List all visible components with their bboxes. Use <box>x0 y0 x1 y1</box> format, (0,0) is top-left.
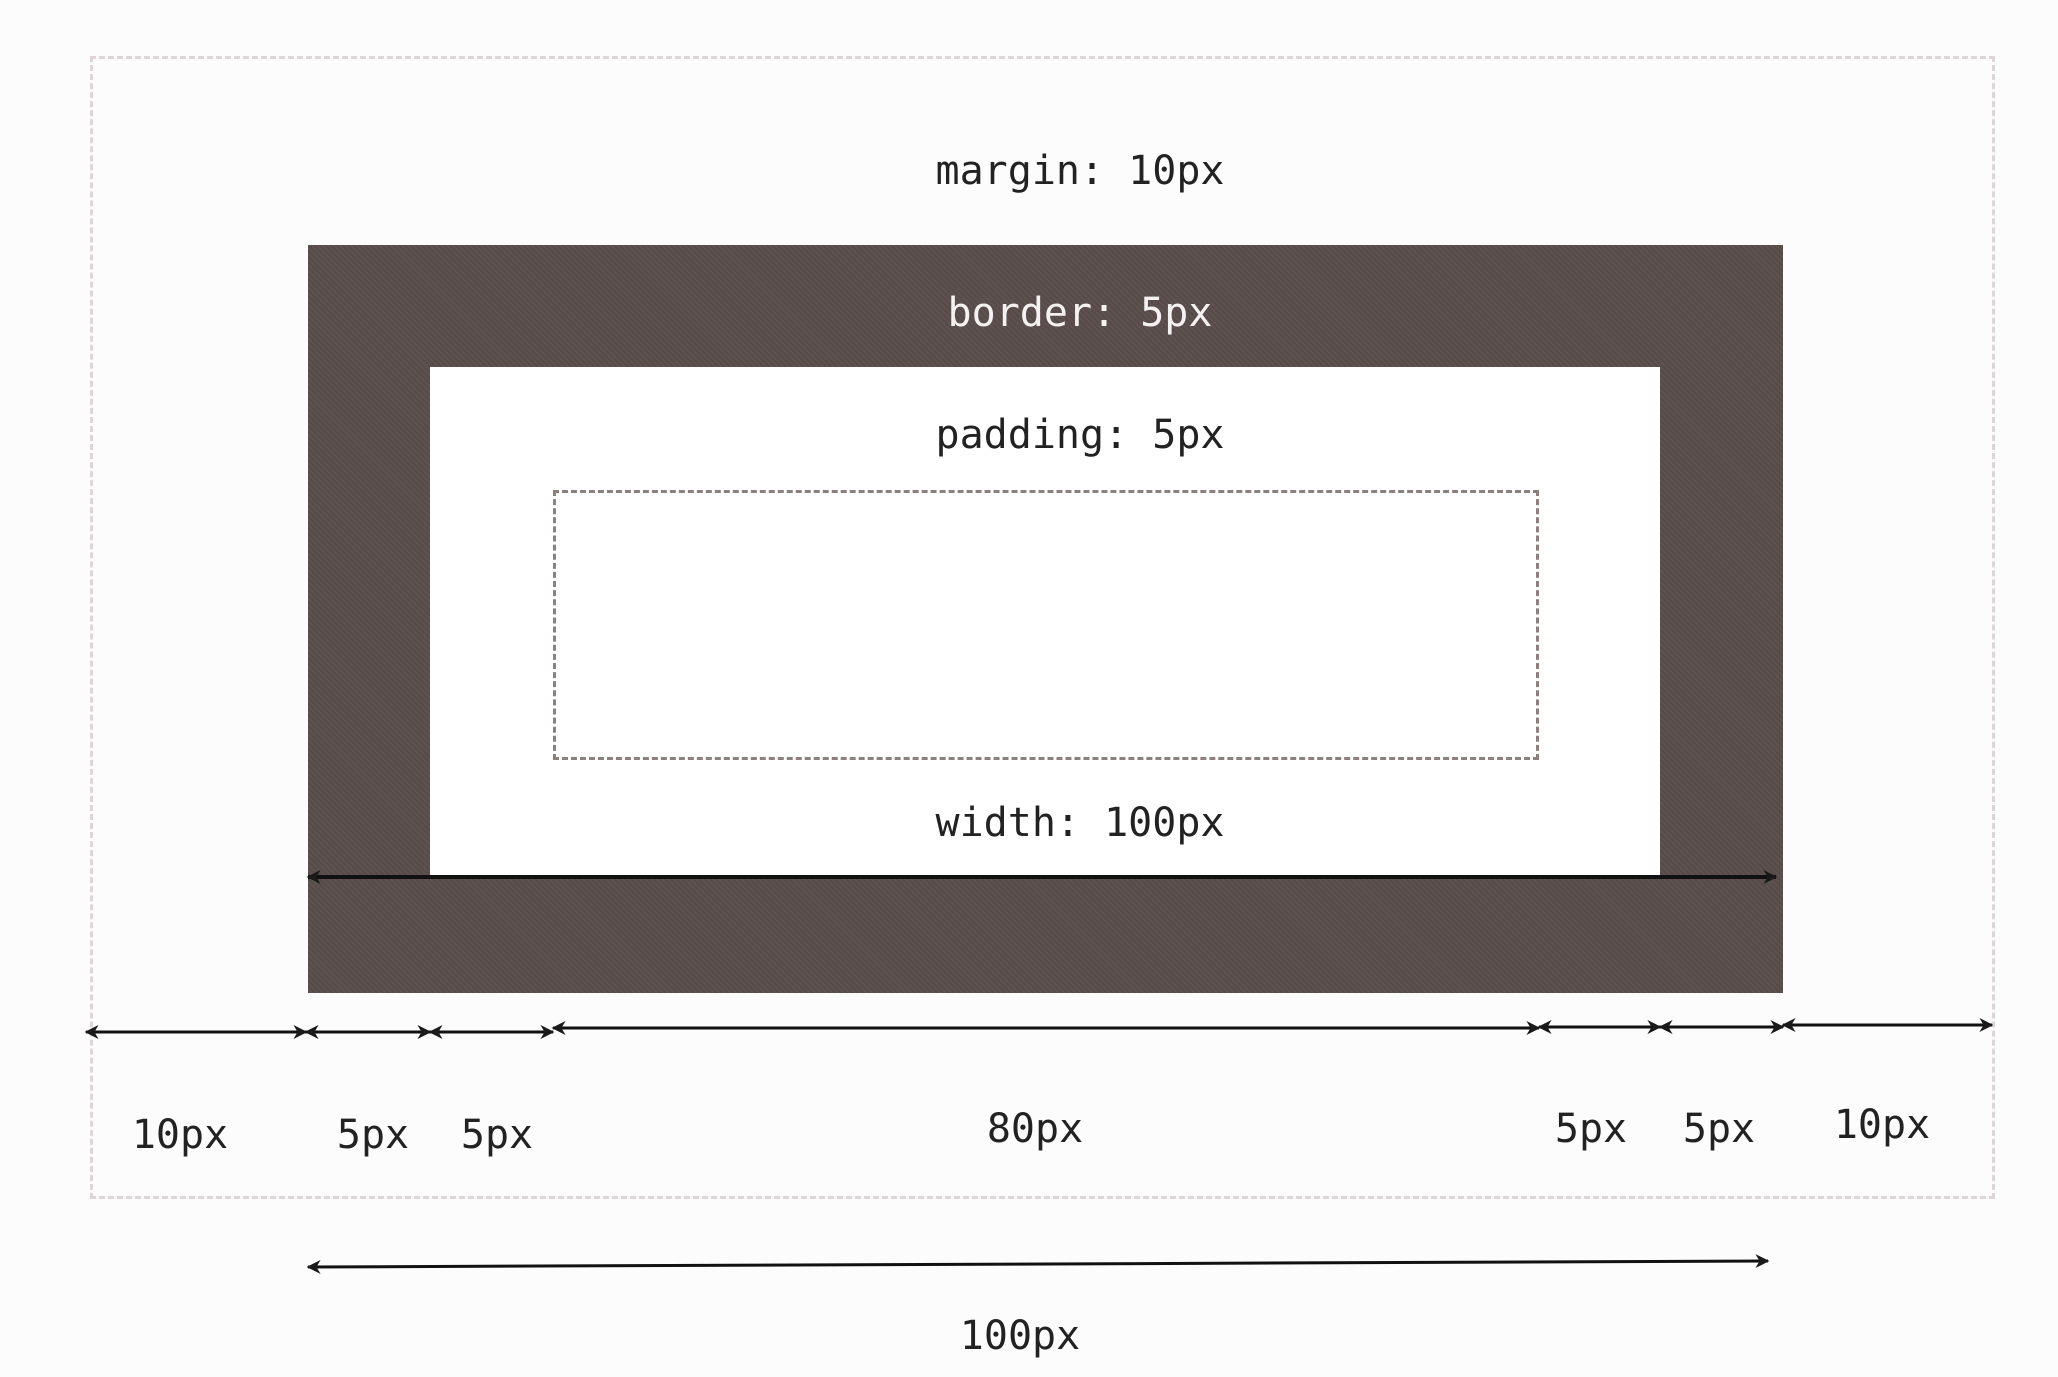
padding-box <box>430 367 1660 875</box>
content-box <box>553 490 1539 760</box>
border-left-label: 5px <box>336 1112 410 1158</box>
margin-right-label: 10px <box>1833 1102 1931 1148</box>
border-right-label: 5px <box>1682 1106 1756 1152</box>
margin-label: margin: 10px <box>935 148 1225 194</box>
margin-left-label: 10px <box>131 1112 229 1158</box>
margin-box <box>90 56 1995 1199</box>
content-width-label: 80px <box>986 1106 1084 1152</box>
border-label: border: 5px <box>947 290 1213 336</box>
width-label: width: 100px <box>935 800 1225 846</box>
padding-left-label: 5px <box>460 1112 534 1158</box>
padding-right-label: 5px <box>1554 1106 1628 1152</box>
total-width-arrow <box>306 1254 1770 1274</box>
total-width-label: 100px <box>959 1313 1081 1359</box>
padding-label: padding: 5px <box>935 412 1225 458</box>
